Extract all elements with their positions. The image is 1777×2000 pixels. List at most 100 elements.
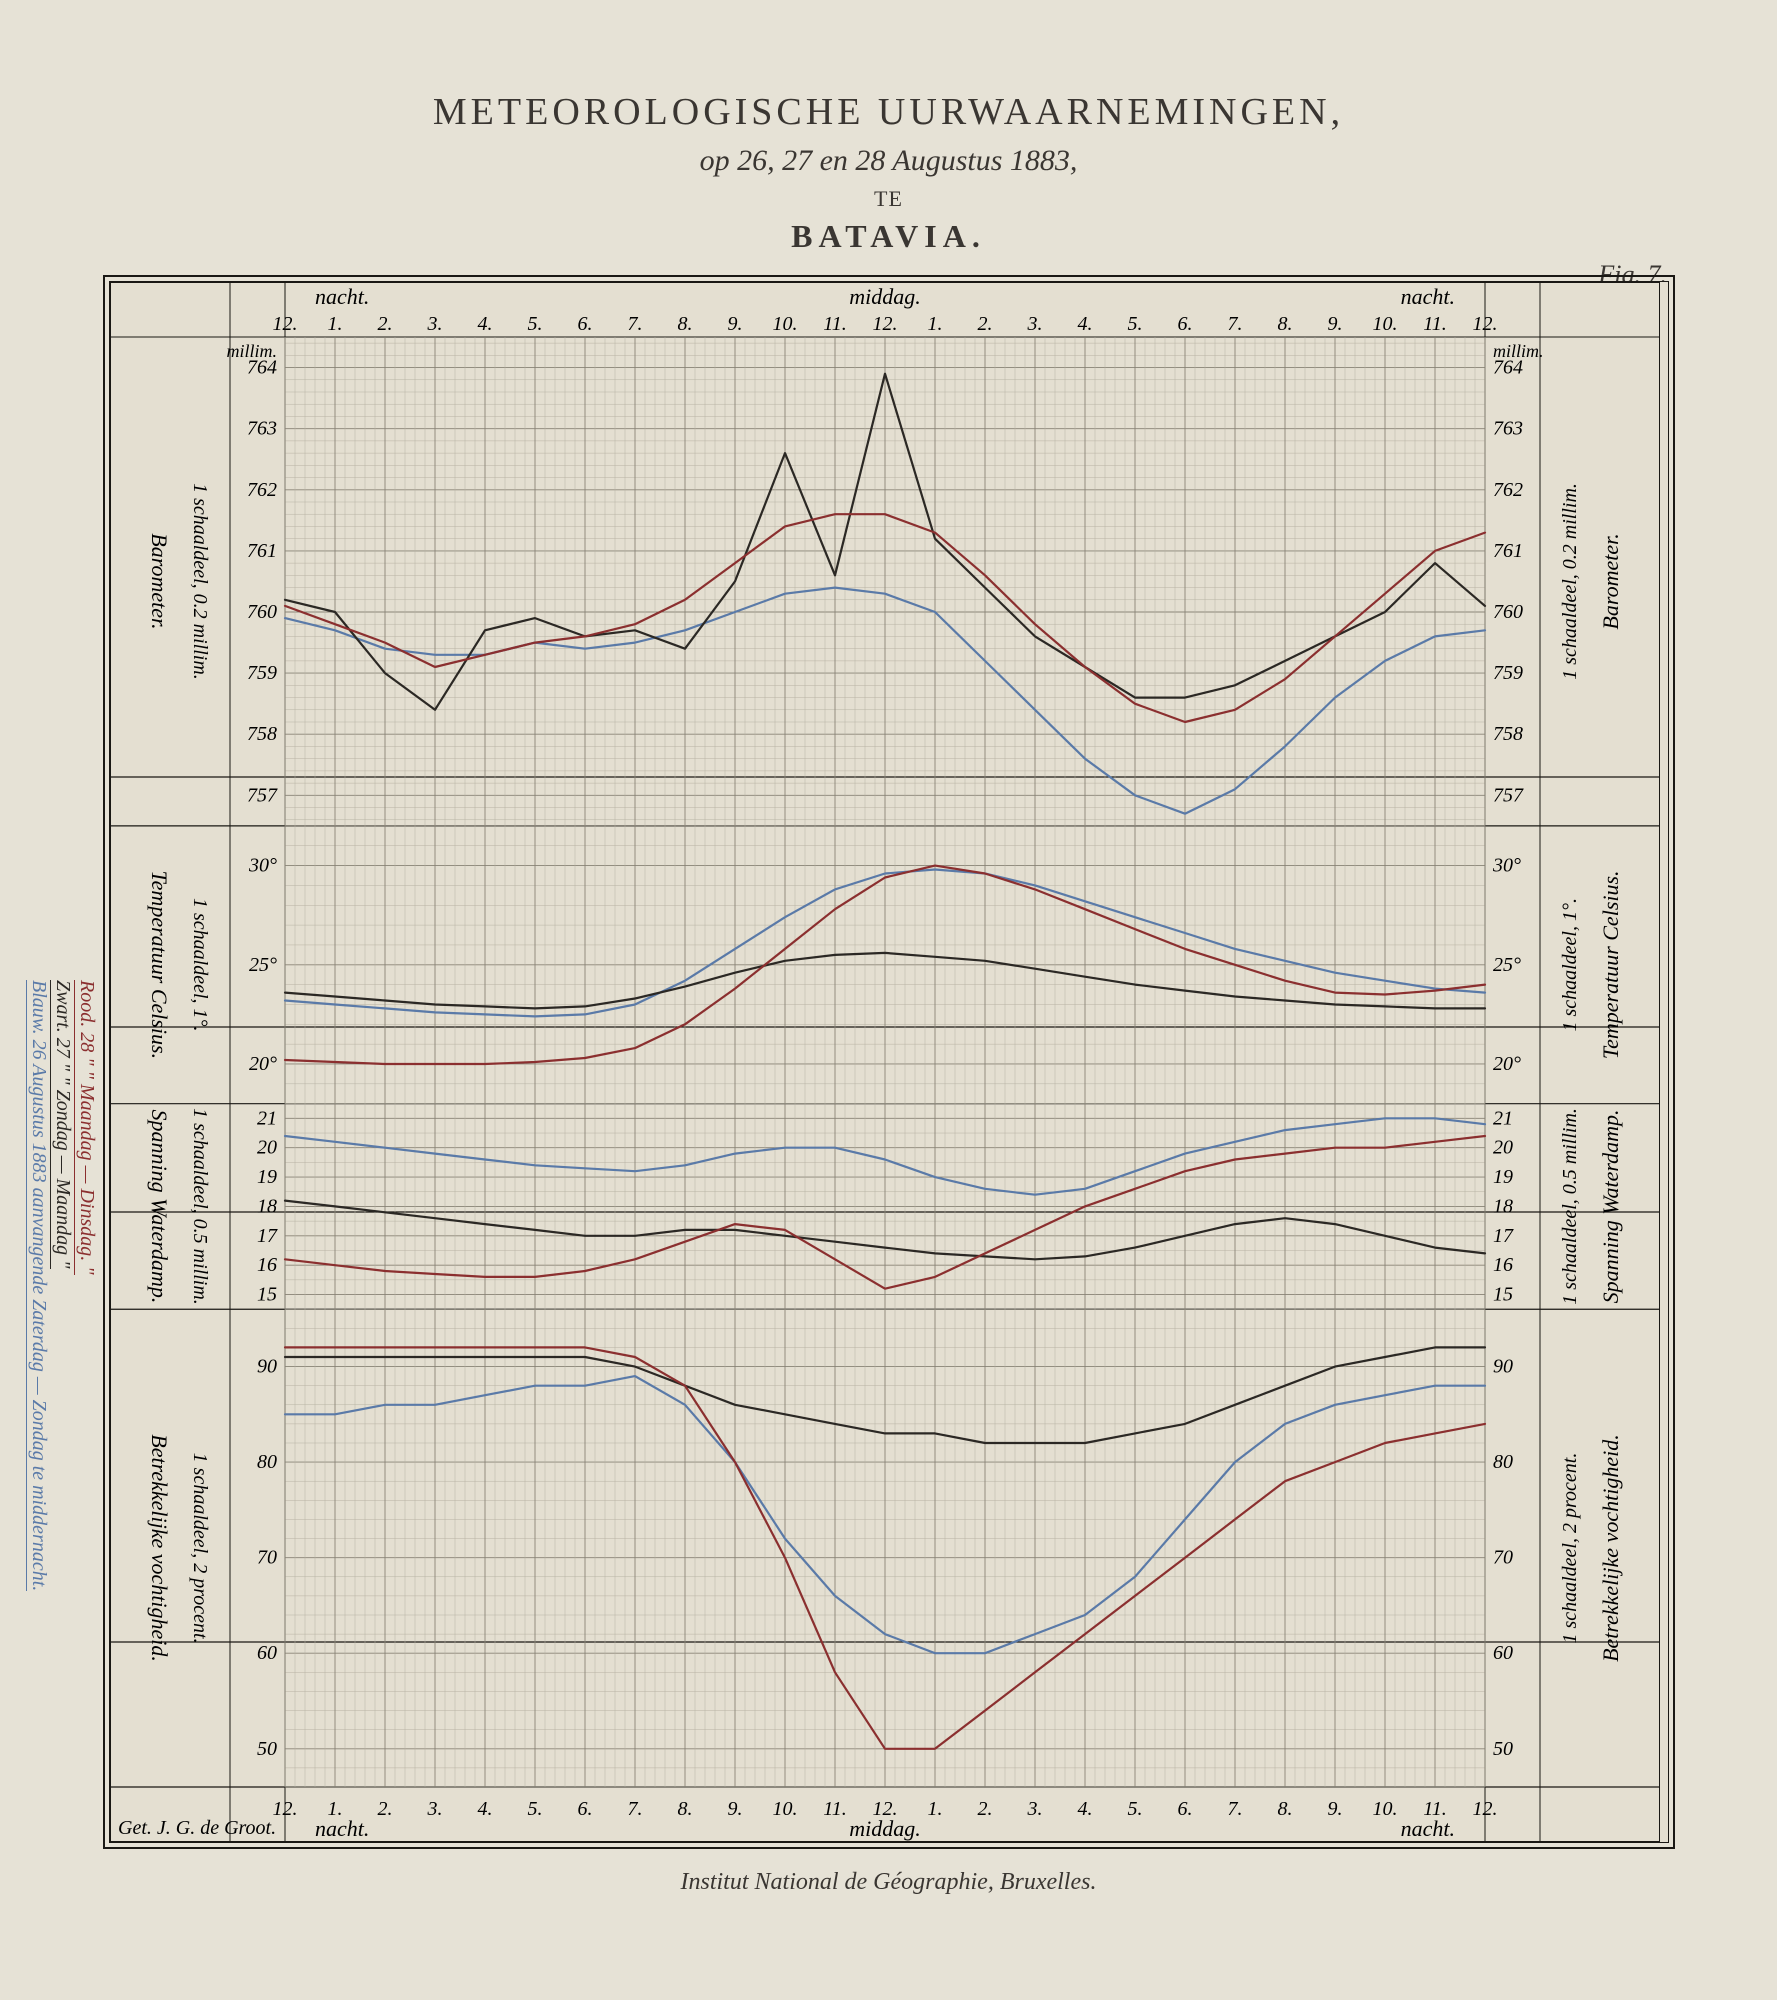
svg-text:1 schaaldeel, 1°.: 1 schaaldeel, 1°. — [1559, 898, 1581, 1032]
svg-text:760: 760 — [247, 601, 277, 623]
vapor-panel: 1515161617171818191920202121 — [257, 1104, 1514, 1310]
svg-text:4.: 4. — [477, 313, 492, 335]
svg-text:millim.: millim. — [226, 341, 277, 361]
svg-text:1.: 1. — [927, 313, 942, 335]
svg-text:2.: 2. — [977, 313, 992, 335]
svg-text:1 schaaldeel, 2 procent.: 1 schaaldeel, 2 procent. — [189, 1453, 211, 1644]
svg-text:3.: 3. — [1026, 313, 1042, 335]
svg-text:7.: 7. — [1227, 1798, 1242, 1820]
svg-text:21: 21 — [257, 1107, 277, 1129]
svg-text:Temperatuur Celsius.: Temperatuur Celsius. — [1598, 870, 1623, 1059]
credit: Get. J. G. de Groot. — [118, 1817, 276, 1839]
svg-text:759: 759 — [1493, 662, 1523, 684]
svg-text:18: 18 — [257, 1195, 277, 1217]
legend: Blauw. 26 Augustus 1883 aanvangende Zate… — [50, 430, 90, 1530]
svg-text:Spanning Waterdamp.: Spanning Waterdamp. — [147, 1109, 172, 1303]
svg-text:25°: 25° — [1493, 954, 1521, 976]
svg-text:758: 758 — [247, 723, 277, 745]
svg-text:4.: 4. — [1077, 313, 1092, 335]
svg-text:16: 16 — [1493, 1254, 1513, 1276]
svg-text:17: 17 — [257, 1225, 278, 1247]
svg-text:19: 19 — [257, 1166, 277, 1188]
svg-text:9.: 9. — [727, 313, 742, 335]
svg-text:3.: 3. — [426, 313, 442, 335]
svg-text:nacht.: nacht. — [315, 1816, 369, 1841]
svg-text:1 schaaldeel, 1°.: 1 schaaldeel, 1°. — [189, 898, 211, 1032]
svg-text:6.: 6. — [1177, 1798, 1192, 1820]
svg-text:1 schaaldeel, 0.5 millim.: 1 schaaldeel, 0.5 millim. — [1559, 1108, 1581, 1305]
svg-text:2.: 2. — [977, 1798, 992, 1820]
svg-text:Barometer.: Barometer. — [147, 533, 172, 629]
svg-text:70: 70 — [257, 1547, 277, 1569]
svg-text:8.: 8. — [1277, 313, 1292, 335]
svg-text:2.: 2. — [377, 313, 392, 335]
svg-text:80: 80 — [257, 1451, 277, 1473]
svg-text:9.: 9. — [727, 1798, 742, 1820]
svg-text:5.: 5. — [527, 1798, 542, 1820]
svg-text:18: 18 — [1493, 1195, 1513, 1217]
svg-text:10.: 10. — [772, 1798, 797, 1820]
svg-text:6.: 6. — [577, 1798, 592, 1820]
humidity-panel: 50506060707080809090 — [257, 1309, 1513, 1787]
title-block: METEOROLOGISCHE UURWAARNEMINGEN, op 26, … — [80, 90, 1697, 255]
svg-text:1.: 1. — [927, 1798, 942, 1820]
svg-text:1 schaaldeel, 0.5 millim.: 1 schaaldeel, 0.5 millim. — [189, 1108, 211, 1305]
svg-text:60: 60 — [257, 1642, 277, 1664]
title-line-2: op 26, 27 en 28 Augustus 1883, — [80, 144, 1697, 178]
svg-text:4.: 4. — [1077, 1798, 1092, 1820]
svg-text:19: 19 — [1493, 1166, 1513, 1188]
svg-text:nacht.: nacht. — [1400, 1816, 1454, 1841]
svg-text:763: 763 — [1493, 418, 1523, 440]
svg-text:25°: 25° — [249, 954, 277, 976]
svg-text:nacht.: nacht. — [1400, 284, 1454, 309]
svg-text:80: 80 — [1493, 1451, 1513, 1473]
svg-text:12.: 12. — [1472, 1798, 1497, 1820]
svg-text:8.: 8. — [677, 1798, 692, 1820]
title-line-1: METEOROLOGISCHE UURWAARNEMINGEN, — [80, 90, 1697, 134]
inner-frame: nacht. middag. nacht. 12. 1. 2. 3. 4. 5. 6. 7. 8. 9.… — [109, 281, 1669, 1843]
svg-text:7.: 7. — [627, 1798, 642, 1820]
svg-text:50: 50 — [1493, 1738, 1513, 1760]
temperature-panel: 20°20°25°25°30°30° — [248, 826, 1521, 1104]
svg-text:12.: 12. — [872, 313, 897, 335]
barometer-panel: 7577577587587597597607607617617627627637… — [226, 337, 1543, 826]
svg-text:70: 70 — [1493, 1547, 1513, 1569]
title-line-4: BATAVIA. — [80, 218, 1697, 255]
svg-text:21: 21 — [1493, 1107, 1513, 1129]
legend-blue: Blauw. 26 Augustus 1883 aanvangende Zate… — [26, 980, 50, 1591]
svg-text:90: 90 — [257, 1356, 277, 1378]
svg-text:761: 761 — [247, 540, 277, 562]
svg-text:11.: 11. — [823, 313, 847, 335]
svg-text:9.: 9. — [1327, 313, 1342, 335]
svg-text:757: 757 — [1493, 784, 1524, 806]
legend-black: Zwart. 27 " " Zondag — Maandag " — [50, 980, 74, 1269]
svg-text:20: 20 — [1493, 1137, 1513, 1159]
outer-frame: nacht. middag. nacht. 12. 1. 2. 3. 4. 5. 6. 7. 8. 9.… — [103, 275, 1675, 1849]
svg-text:30°: 30° — [248, 855, 277, 877]
svg-text:20°: 20° — [249, 1053, 277, 1075]
svg-text:90: 90 — [1493, 1356, 1513, 1378]
svg-text:762: 762 — [247, 479, 277, 501]
svg-text:6.: 6. — [577, 313, 592, 335]
svg-text:20°: 20° — [1493, 1053, 1521, 1075]
svg-text:15: 15 — [1493, 1284, 1513, 1306]
title-line-3: TE — [80, 186, 1697, 212]
svg-text:Betrekkelijke vochtigheid.: Betrekkelijke vochtigheid. — [1598, 1434, 1623, 1662]
svg-text:5.: 5. — [1127, 313, 1142, 335]
svg-text:nacht.: nacht. — [315, 284, 369, 309]
svg-text:10.: 10. — [1372, 1798, 1397, 1820]
svg-text:15: 15 — [257, 1284, 277, 1306]
svg-text:1.: 1. — [327, 313, 342, 335]
chart-svg: nacht. middag. nacht. 12. 1. 2. 3. 4. 5. 6. 7. 8. 9.… — [110, 282, 1660, 1842]
svg-text:4.: 4. — [477, 1798, 492, 1820]
svg-text:middag.: middag. — [849, 1816, 921, 1841]
svg-text:Temperatuur Celsius.: Temperatuur Celsius. — [147, 870, 172, 1059]
svg-text:middag.: middag. — [849, 284, 921, 309]
svg-text:Barometer.: Barometer. — [1598, 533, 1623, 629]
svg-text:8.: 8. — [1277, 1798, 1292, 1820]
svg-text:2.: 2. — [377, 1798, 392, 1820]
legend-red: Rood. 28 " " Maandag — Dinsdag. " — [74, 980, 98, 1275]
svg-text:7.: 7. — [627, 313, 642, 335]
svg-text:760: 760 — [1493, 601, 1523, 623]
svg-text:16: 16 — [257, 1254, 277, 1276]
